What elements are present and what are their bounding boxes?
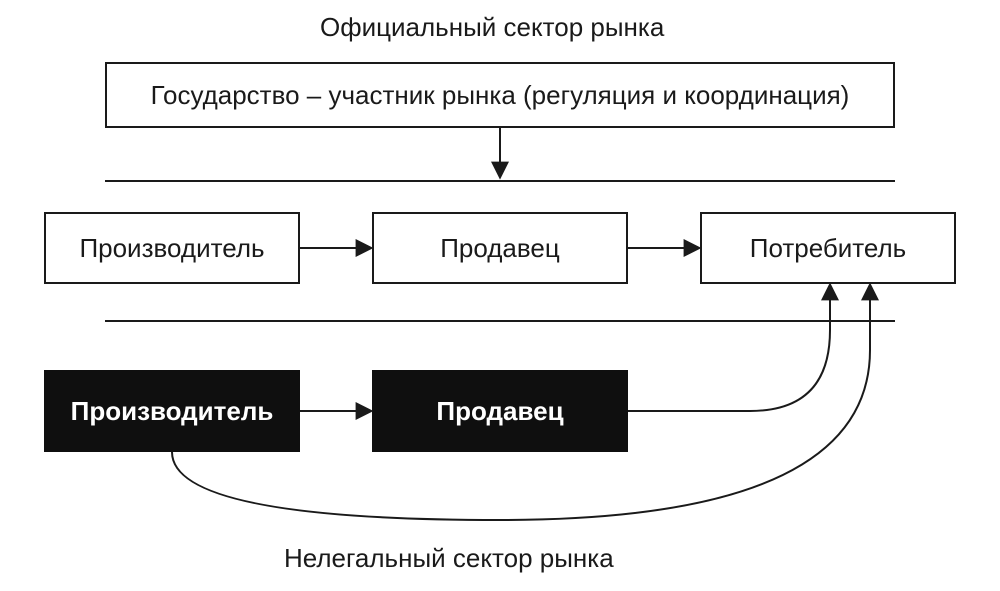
node-producer-label: Производитель <box>79 233 264 264</box>
node-state: Государство – участник рынка (регуляция … <box>105 62 895 128</box>
node-seller-label: Продавец <box>440 233 560 264</box>
node-state-label: Государство – участник рынка (регуляция … <box>151 80 850 111</box>
node-producer: Производитель <box>44 212 300 284</box>
node-consumer: Потребитель <box>700 212 956 284</box>
arrow-seller-ill-consumer <box>628 286 830 411</box>
title-official-sector: Официальный сектор рынка <box>320 12 664 43</box>
node-seller-illegal: Продавец <box>372 370 628 452</box>
market-sector-flowchart: Официальный сектор рынка Государство – у… <box>0 0 1000 591</box>
node-consumer-label: Потребитель <box>750 233 906 264</box>
node-seller: Продавец <box>372 212 628 284</box>
title-illegal-sector: Нелегальный сектор рынка <box>284 543 614 574</box>
divider-bottom <box>105 320 895 322</box>
node-seller-illegal-label: Продавец <box>436 396 563 427</box>
divider-top <box>105 180 895 182</box>
node-producer-illegal: Производитель <box>44 370 300 452</box>
node-producer-illegal-label: Производитель <box>71 396 274 427</box>
